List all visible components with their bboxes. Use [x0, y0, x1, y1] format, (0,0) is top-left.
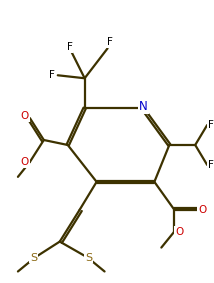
Text: F: F: [107, 37, 113, 47]
Text: F: F: [67, 42, 73, 52]
Text: O: O: [21, 111, 29, 121]
Text: O: O: [198, 205, 206, 215]
Text: S: S: [30, 252, 37, 263]
Text: F: F: [208, 120, 214, 130]
Text: O: O: [175, 227, 183, 237]
Text: F: F: [49, 70, 55, 80]
Text: S: S: [85, 252, 92, 263]
Text: N: N: [139, 100, 148, 113]
Text: F: F: [208, 160, 214, 170]
Text: O: O: [21, 157, 29, 167]
